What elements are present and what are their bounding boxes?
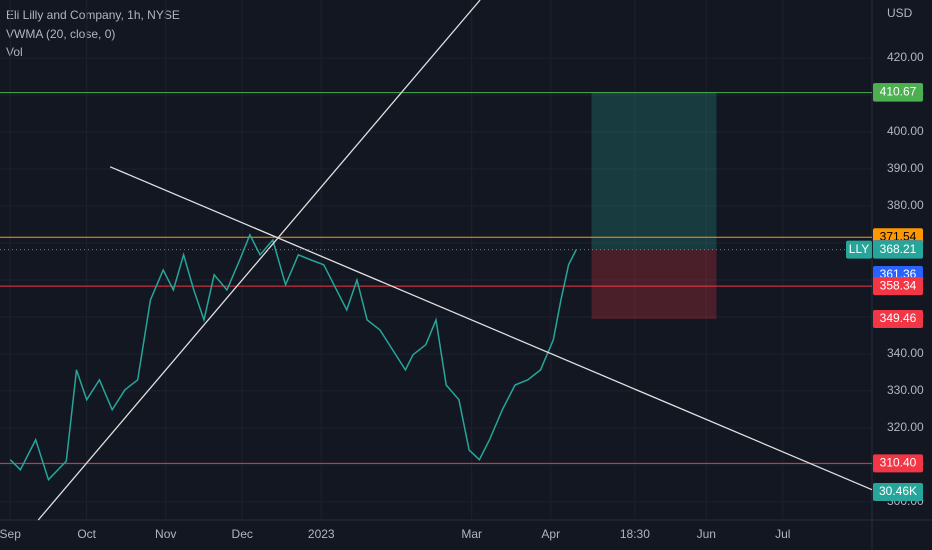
price-badge-label: 310.40	[880, 456, 917, 470]
price-badge	[873, 83, 923, 102]
price-badge-label: 410.67	[880, 85, 917, 99]
volume-badge-label: 30.46K	[879, 484, 917, 498]
x-tick-label: Oct	[77, 527, 96, 541]
symbol-badge	[846, 240, 872, 259]
price-badge-label: 349.46	[880, 311, 917, 325]
x-tick-label: 18:30	[620, 527, 650, 541]
target-zone	[591, 92, 717, 250]
y-tick-label: 390.00	[887, 161, 924, 175]
y-tick-label: 400.00	[887, 124, 924, 138]
trend-line	[37, 0, 481, 521]
symbol-label: LLY	[849, 242, 869, 256]
y-tick-label: 420.00	[887, 50, 924, 64]
y-tick-label: 380.00	[887, 198, 924, 212]
stop-zone	[591, 249, 717, 319]
axis-unit: USD	[887, 6, 913, 20]
x-tick-label: 2023	[308, 527, 335, 541]
x-tick-label: Mar	[461, 527, 482, 541]
chart-title: Eli Lilly and Company, 1h, NYSE	[6, 8, 180, 22]
trend-line	[109, 166, 873, 491]
price-badge-label: 368.21	[880, 242, 917, 256]
x-tick-label: Dec	[232, 527, 253, 541]
x-tick-label: Nov	[155, 527, 176, 541]
x-tick-label: Apr	[541, 527, 560, 541]
price-line	[9, 233, 577, 482]
indicator: Vol	[6, 45, 23, 59]
y-tick-label: 340.00	[887, 346, 924, 360]
x-tick-label: Sep	[0, 527, 21, 541]
volume-badge	[873, 483, 923, 501]
price-badge	[873, 309, 923, 328]
price-badge-label: 358.34	[880, 278, 917, 292]
x-tick-label: Jun	[697, 527, 716, 541]
y-tick-label: 320.00	[887, 420, 924, 434]
price-badge	[873, 454, 923, 473]
x-tick-label: Jul	[775, 527, 790, 541]
y-tick-label: 330.00	[887, 383, 924, 397]
price-badge	[873, 240, 923, 259]
price-badge	[873, 277, 923, 296]
indicator: VWMA (20, close, 0)	[6, 27, 115, 41]
